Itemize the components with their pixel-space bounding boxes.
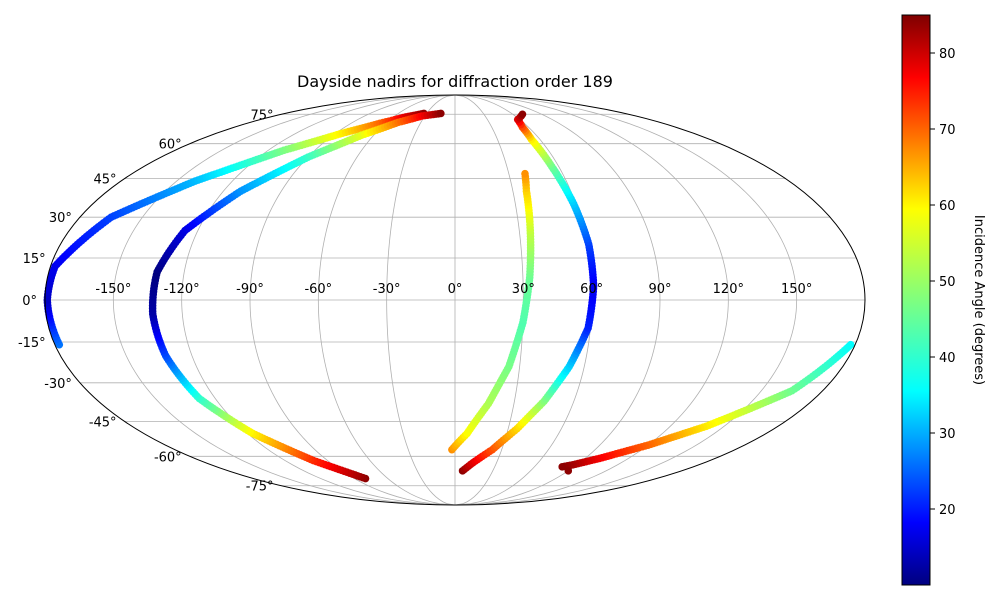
latitude-tick-label: -60° [154, 450, 182, 465]
data-points [43, 109, 855, 483]
colorbar: 20 30 40 50 60 70 80 Incidence Angle (degrees) [901, 14, 986, 586]
latitude-tick-label: -15° [18, 336, 46, 351]
graticule [45, 95, 865, 505]
latitude-tick-labels: -75° -60° -45° -30° -15° 0° 15° 30° 45° 60° 75° [18, 108, 274, 494]
colorbar-ticks: 20 30 40 50 60 70 80 [930, 47, 956, 518]
longitude-tick-label: 150° [781, 282, 812, 297]
data-point [558, 463, 567, 471]
latitude-tick-label: 15° [23, 252, 46, 267]
longitude-tick-label: 0° [448, 282, 463, 297]
map-boundary [44, 94, 866, 506]
longitude-tick-label: -120° [164, 282, 200, 297]
longitude-tick-label: -150° [95, 282, 131, 297]
latitude-tick-label: -45° [89, 415, 117, 430]
data-point [437, 109, 445, 118]
latitude-tick-label: 30° [49, 211, 72, 226]
longitude-tick-label: 60° [580, 282, 603, 297]
data-point [564, 467, 573, 475]
colorbar-tick-label: 60 [939, 199, 956, 214]
latitude-tick-label: 60° [159, 138, 182, 153]
chart-title: Dayside nadirs for diffraction order 189 [297, 72, 613, 91]
latitude-tick-label: 45° [94, 173, 117, 188]
colorbar-tick-label: 40 [939, 351, 956, 366]
data-point [521, 169, 529, 178]
longitude-tick-label: -30° [373, 282, 401, 297]
latitude-tick-label: -75° [246, 480, 274, 495]
colorbar-tick-label: 50 [939, 275, 956, 290]
colorbar-label: Incidence Angle (degrees) [971, 215, 986, 385]
latitude-tick-label: -30° [44, 377, 72, 392]
colorbar-tick-label: 80 [939, 47, 956, 62]
colorbar-tick-label: 70 [939, 123, 956, 138]
data-point [518, 110, 527, 119]
colorbar-gradient [901, 14, 931, 586]
longitude-tick-labels: -150° -120° -90° -60° -30° 0° 30° 60° 90° 120° 150… [95, 282, 812, 297]
longitude-tick-label: 90° [648, 282, 671, 297]
colorbar-tick-label: 30 [939, 427, 956, 442]
longitude-tick-label: -60° [304, 282, 332, 297]
longitude-tick-label: 120° [713, 282, 744, 297]
latitude-tick-label: 0° [22, 294, 37, 309]
latitude-tick-label: 75° [250, 108, 273, 123]
colorbar-tick-label: 20 [939, 503, 956, 518]
longitude-tick-label: 30° [512, 282, 535, 297]
longitude-tick-label: -90° [236, 282, 264, 297]
